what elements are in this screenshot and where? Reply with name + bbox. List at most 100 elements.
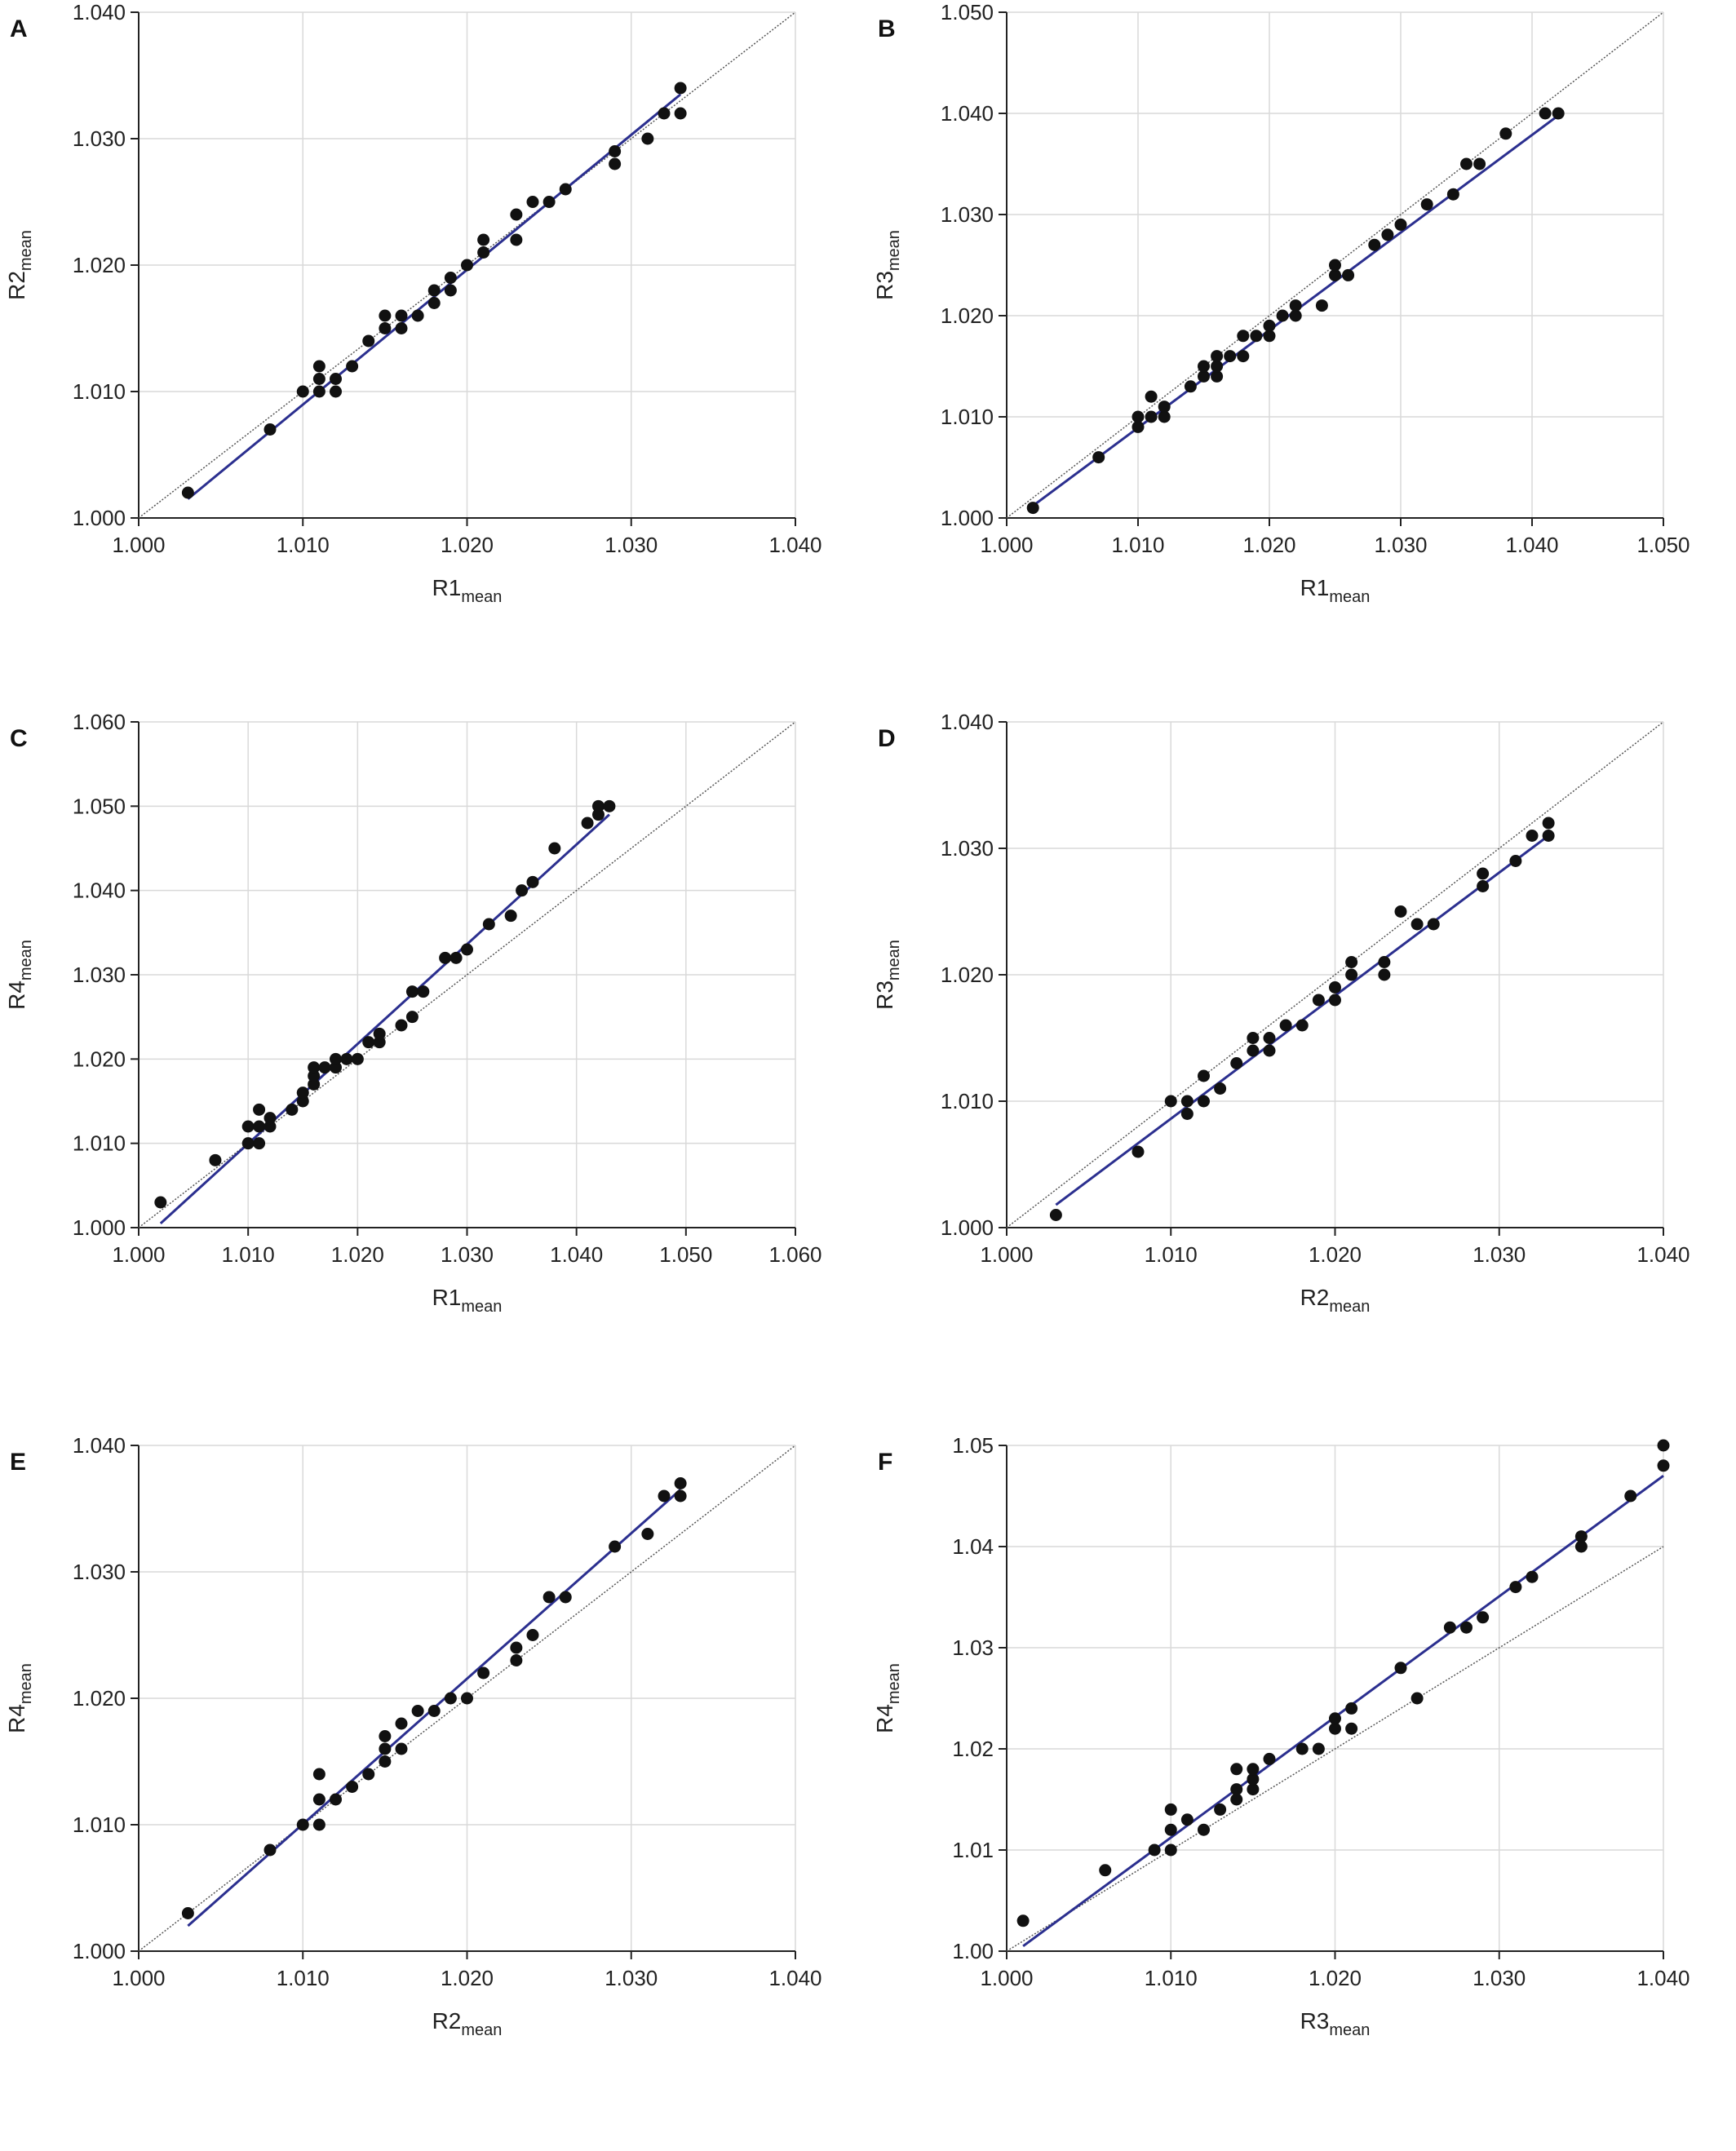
y-axis-label: R4mean xyxy=(4,1663,35,1733)
x-tick-label: 1.040 xyxy=(1505,533,1558,557)
data-point xyxy=(1214,1082,1227,1095)
y-axis-label-sub: mean xyxy=(17,230,35,271)
x-axis-label-main: R3 xyxy=(1300,2008,1330,2034)
data-point xyxy=(154,1196,167,1209)
chart-panel-a: A 1.000 1.010 1.020 1.030 1.040 1.000 1.010 1.02… xyxy=(0,0,868,718)
data-point xyxy=(362,1036,375,1049)
y-tick-label: 1.05 xyxy=(952,1433,994,1458)
data-point xyxy=(181,486,194,499)
data-point xyxy=(318,1061,331,1074)
data-point xyxy=(1263,319,1276,332)
y-tick-label: 1.02 xyxy=(952,1737,994,1761)
x-tick-label: 1.000 xyxy=(112,1242,165,1267)
data-point xyxy=(609,145,622,157)
data-point xyxy=(1145,410,1158,423)
data-point xyxy=(330,1061,342,1074)
x-tick-label: 1.030 xyxy=(604,533,658,557)
data-point xyxy=(1345,956,1358,968)
x-tick-label: 1.010 xyxy=(277,1966,330,1990)
data-point xyxy=(308,1061,321,1074)
data-point xyxy=(1295,1742,1309,1755)
data-point xyxy=(253,1137,266,1150)
data-point xyxy=(510,208,523,221)
x-axis-label: R1mean xyxy=(1300,575,1371,606)
data-point xyxy=(1263,330,1276,343)
data-point xyxy=(264,1120,277,1133)
scatter-plot-f: F 1.000 1.010 1.020 1.030 1.040 1.00 1.01 1.02 1.… xyxy=(872,1433,1690,2039)
data-point xyxy=(308,1078,321,1091)
y-axis-label: R3mean xyxy=(872,940,903,1010)
data-point xyxy=(1329,981,1341,994)
data-point xyxy=(330,1052,342,1065)
x-axis-label-main: R2 xyxy=(1300,1285,1330,1310)
identity-line xyxy=(1006,1546,1664,1952)
data-point xyxy=(1539,107,1552,120)
data-point xyxy=(1526,830,1539,842)
data-point xyxy=(296,385,309,398)
x-axis-label: R3mean xyxy=(1300,2008,1371,2039)
x-tick-label: 1.000 xyxy=(980,533,1033,557)
data-point xyxy=(1230,1763,1243,1776)
data-point xyxy=(1378,956,1391,968)
data-point xyxy=(312,1793,326,1806)
data-point xyxy=(1198,1095,1210,1108)
data-point xyxy=(351,1052,364,1065)
data-point xyxy=(510,233,523,246)
data-point xyxy=(296,1095,309,1108)
y-axis-label-main: R4 xyxy=(872,1704,897,1733)
data-point xyxy=(209,1153,222,1166)
x-axis-label-main: R1 xyxy=(432,575,462,600)
data-point xyxy=(1477,880,1490,892)
data-point xyxy=(1315,299,1328,312)
data-point xyxy=(1164,1843,1177,1857)
data-point xyxy=(461,1692,473,1705)
chart-panel-b: B 1.000 1.010 1.020 1.030 1.040 1.050 1.000 1.01… xyxy=(868,0,1736,718)
data-point xyxy=(264,423,277,436)
data-point xyxy=(296,1087,309,1100)
data-point xyxy=(559,1591,572,1604)
panel-letter: A xyxy=(10,15,28,42)
data-point xyxy=(516,884,529,897)
y-axis-label-sub: mean xyxy=(17,1663,35,1704)
data-point xyxy=(340,1052,353,1065)
data-point xyxy=(592,799,604,812)
data-point xyxy=(1473,157,1486,170)
data-point xyxy=(1099,1864,1112,1877)
y-axis-label-main: R4 xyxy=(4,1704,29,1733)
data-point xyxy=(362,1768,375,1781)
data-point xyxy=(411,309,424,322)
y-tick-label: 1.000 xyxy=(941,1215,994,1240)
data-point xyxy=(312,1818,326,1831)
y-tick-label: 1.000 xyxy=(73,1215,126,1240)
data-point xyxy=(286,1103,299,1116)
data-point xyxy=(1158,410,1171,423)
data-point xyxy=(674,107,687,120)
data-point xyxy=(346,1781,359,1793)
x-axis-label-sub: mean xyxy=(461,2021,502,2039)
data-point xyxy=(1263,1752,1276,1765)
x-tick-label: 1.040 xyxy=(768,533,822,557)
x-tick-label: 1.030 xyxy=(441,1242,494,1267)
data-point xyxy=(461,259,473,272)
data-point xyxy=(362,334,375,347)
y-axis-label: R2mean xyxy=(4,230,35,300)
x-tick-label: 1.030 xyxy=(1374,533,1427,557)
data-point xyxy=(1247,1032,1260,1044)
chart-panel-c: C 1.000 1.010 1.020 1.030 1.040 1.050 1.060 1.00… xyxy=(0,710,868,1427)
data-point xyxy=(1624,1489,1637,1503)
data-point xyxy=(405,1011,418,1024)
data-point xyxy=(312,373,326,385)
data-point xyxy=(1247,1044,1260,1057)
data-point xyxy=(373,1036,386,1049)
data-point xyxy=(379,1742,392,1755)
data-point xyxy=(1312,994,1325,1007)
data-point xyxy=(482,918,495,931)
data-point xyxy=(1132,420,1145,433)
data-point xyxy=(641,1528,654,1540)
y-tick-label: 1.030 xyxy=(941,836,994,861)
panel-letter: F xyxy=(878,1449,892,1476)
scatter-plot-b: B 1.000 1.010 1.020 1.030 1.040 1.050 1.000 1.01… xyxy=(872,0,1690,606)
y-tick-label: 1.010 xyxy=(73,1812,126,1837)
x-tick-label: 1.040 xyxy=(1636,1242,1690,1267)
y-axis-label-sub: mean xyxy=(17,940,35,980)
